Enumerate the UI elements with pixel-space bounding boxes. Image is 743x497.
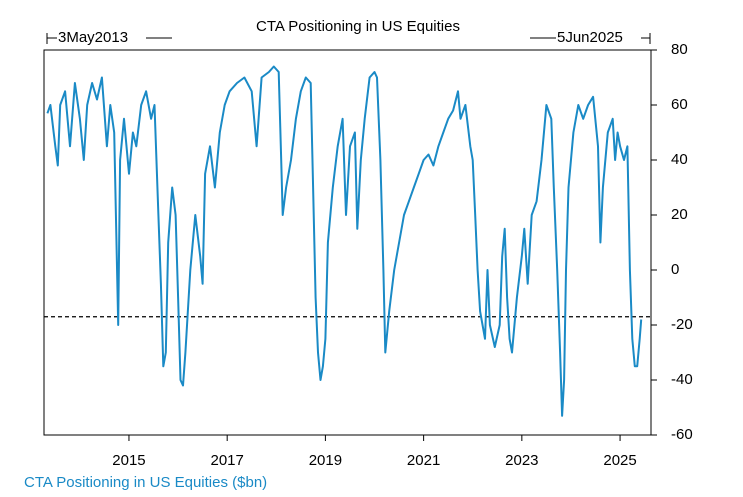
x-tick-label: 2017 — [210, 452, 243, 469]
y-tick-label: 80 — [671, 41, 688, 58]
chart-title: CTA Positioning in US Equities — [256, 18, 460, 35]
x-tick-label: 2023 — [505, 452, 538, 469]
x-tick-label: 2019 — [309, 452, 342, 469]
legend-label: CTA Positioning in US Equities ($bn) — [24, 474, 267, 491]
y-tick-label: -60 — [671, 426, 693, 443]
y-tick-label: 20 — [671, 206, 688, 223]
y-tick-label: -40 — [671, 371, 693, 388]
y-tick-label: 60 — [671, 96, 688, 113]
x-tick-label: 2021 — [407, 452, 440, 469]
x-tick-label: 2025 — [603, 452, 636, 469]
plot-frame — [43, 49, 652, 436]
end-date: 5Jun2025 — [557, 29, 623, 46]
x-tick-label: 2015 — [112, 452, 145, 469]
y-tick-label: 40 — [671, 151, 688, 168]
series-line — [46, 65, 643, 417]
y-tick-label: -20 — [671, 316, 693, 333]
y-tick-label: 0 — [671, 261, 679, 278]
start-date: 3May2013 — [58, 29, 128, 46]
